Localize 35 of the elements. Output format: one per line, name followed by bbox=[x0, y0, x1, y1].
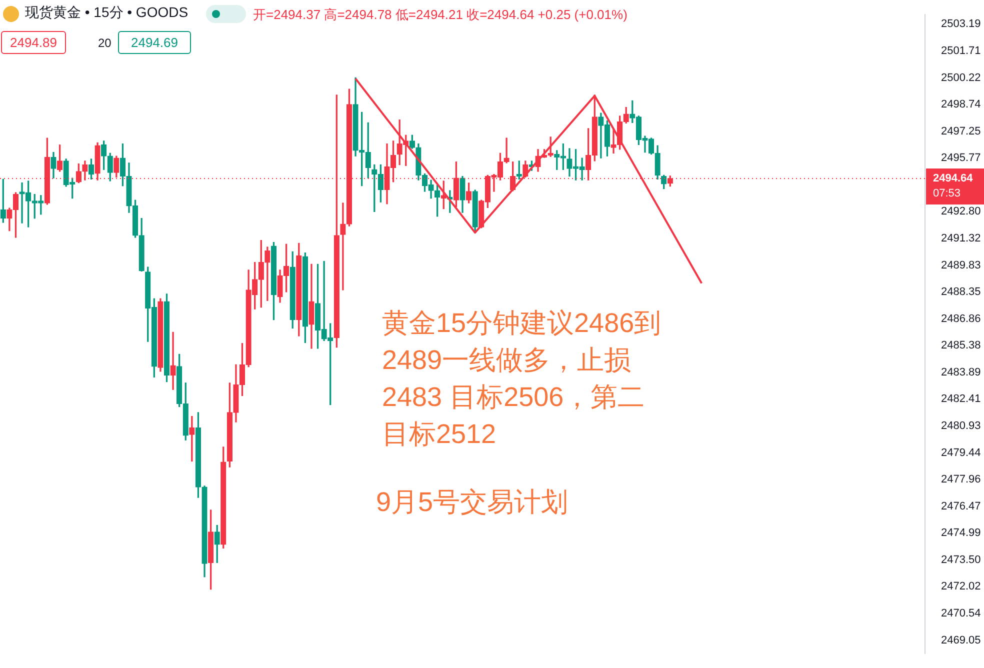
y-tick-label: 2492.80 bbox=[941, 206, 981, 218]
annotation: 开=2494.37 高=2494.78 低=2494.21 收=2494.64 +0.25 (+0.01%) bbox=[253, 6, 628, 24]
annotation: 20 bbox=[98, 36, 112, 50]
y-tick-label: 2491.32 bbox=[941, 232, 981, 244]
y-tick-label: 2489.83 bbox=[941, 259, 981, 272]
y-tick-label: 2498.74 bbox=[941, 98, 981, 110]
y-tick-label: 2479.44 bbox=[941, 446, 981, 459]
y-tick-label: 2497.25 bbox=[941, 125, 981, 138]
candlestick bbox=[189, 416, 195, 462]
y-tick-label: 2503.19 bbox=[941, 18, 981, 30]
candlestick bbox=[170, 332, 176, 390]
y-tick-label: 2473.50 bbox=[941, 554, 981, 566]
y-tick-label: 2476.47 bbox=[941, 500, 981, 512]
text: 07:53 bbox=[933, 187, 961, 200]
annotation: 2494.89 bbox=[1, 31, 66, 54]
y-tick-label: 2488.35 bbox=[941, 286, 981, 298]
annotation: 2494.69 bbox=[118, 31, 191, 54]
annotation: 9月5号交易计划 bbox=[376, 486, 568, 519]
y-tick-label: 2501.71 bbox=[941, 44, 981, 57]
y-tick-label: 2472.02 bbox=[941, 580, 981, 593]
y-tick-label: 2485.38 bbox=[941, 340, 981, 352]
y-tick-label: 2482.41 bbox=[941, 393, 981, 406]
y-tick-label: 2469.05 bbox=[941, 634, 981, 646]
candlestick bbox=[340, 202, 346, 290]
annotation: 黄金15分钟建议2486到2489一线做多，止损2483 目标2506，第二目标2512 bbox=[382, 307, 662, 451]
ref-line-label: 2494.64 bbox=[933, 172, 974, 184]
y-tick-label: 2486.86 bbox=[941, 312, 981, 325]
y-tick-label: 2477.96 bbox=[941, 473, 981, 486]
y-tick-label: 2474.99 bbox=[941, 527, 981, 540]
y-tick-label: 2500.22 bbox=[941, 72, 981, 84]
y-tick-label: 2480.93 bbox=[941, 420, 981, 432]
y-tick-label: 2495.77 bbox=[941, 152, 981, 164]
chart-title: 现货黄金 • 15分 • GOODS bbox=[25, 4, 188, 22]
y-tick-label: 2483.89 bbox=[941, 366, 981, 378]
y-tick-label: 2470.54 bbox=[941, 607, 981, 620]
